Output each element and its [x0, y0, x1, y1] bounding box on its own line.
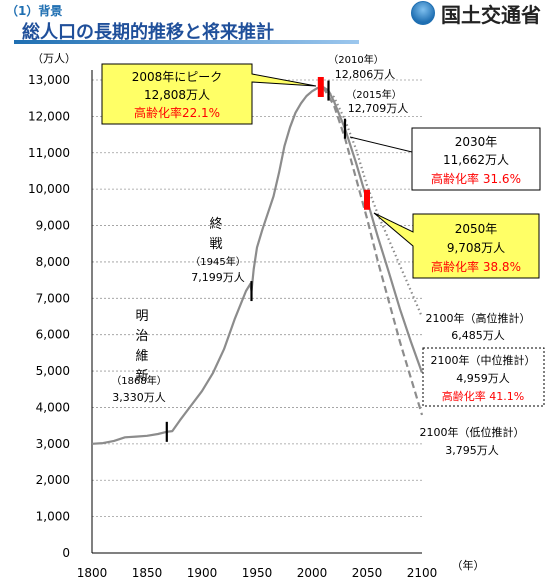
high-projection-line1: 2100年（高位推計）	[426, 311, 531, 325]
meiji-label-char: 明	[135, 309, 148, 324]
y-axis-label: （万人）	[32, 52, 76, 65]
y-tick-label: 5,000	[36, 364, 70, 378]
peak-callout-line1: 2008年にピーク	[132, 70, 223, 84]
x-tick-label: 2000	[297, 566, 328, 580]
value-2015-label: 12,709万人	[348, 102, 409, 115]
y-tick-label: 0	[62, 546, 70, 560]
ministry-emblem-icon	[411, 1, 435, 25]
x-axis-label: （年）	[452, 558, 485, 572]
title-underline	[14, 40, 359, 44]
y-tick-label: 7,000	[36, 291, 70, 305]
year-2015-label: （2015年）	[346, 88, 401, 101]
callout-2050-line3: 高齢化率 38.8%	[431, 259, 521, 274]
war-year: （1945年）	[190, 255, 245, 268]
x-tick-label: 1800	[77, 566, 108, 580]
y-tick-label: 4,000	[36, 400, 70, 414]
medium-projection-line3: 高齢化率 41.1%	[442, 389, 524, 403]
peak-callout-line3: 高齢化率22.1%	[134, 105, 220, 120]
y-tick-label: 9,000	[36, 219, 70, 233]
page-title: 総人口の長期的推移と将来推計	[22, 22, 274, 43]
x-tick-label: 2100	[407, 566, 438, 580]
marker-red	[317, 76, 324, 97]
ministry-logo: 国土交通省	[411, 0, 541, 27]
callout-2050-line2: 9,708万人	[447, 241, 505, 255]
x-tick-label: 2050	[352, 566, 383, 580]
medium-projection-line2: 4,959万人	[456, 372, 510, 385]
peak-callout-box	[101, 63, 317, 125]
y-tick-label: 2,000	[36, 473, 70, 487]
section-label: （1）背景	[6, 4, 63, 18]
war-label-char: 終	[209, 216, 222, 232]
x-tick-label: 1950	[242, 566, 273, 580]
callout-2030-pointer	[349, 136, 413, 153]
high-projection-line2: 6,485万人	[451, 329, 505, 342]
x-tick-label: 1850	[132, 566, 163, 580]
meiji-label-char: 維	[135, 349, 148, 364]
callout-2050-box	[373, 212, 540, 279]
series-line-high	[322, 86, 424, 318]
meiji-year: （1868年）	[111, 374, 166, 387]
value-2010-label: 12,806万人	[335, 68, 396, 81]
y-tick-label: 8,000	[36, 255, 70, 269]
low-projection-line2: 3,795万人	[445, 444, 499, 457]
callout-2030-line1: 2030年	[455, 135, 498, 149]
series-line-low	[322, 86, 424, 416]
y-tick-label: 6,000	[36, 328, 70, 342]
low-projection-line1: 2100年（低位推計）	[420, 425, 525, 439]
year-2010-label: （2010年）	[328, 53, 383, 66]
x-tick-label: 1900	[187, 566, 218, 580]
war-label-char: 戦	[209, 237, 222, 252]
y-tick-label: 3,000	[36, 437, 70, 451]
callout-2030-box	[411, 127, 541, 191]
meiji-label-char: 治	[135, 329, 148, 344]
callout-2030-line2: 11,662万人	[443, 153, 509, 167]
meiji-value: 3,330万人	[112, 391, 166, 404]
medium-projection-box	[422, 347, 545, 407]
medium-projection-line1: 2100年（中位推計）	[431, 353, 536, 367]
y-tick-label: 1,000	[36, 510, 70, 524]
y-tick-label: 10,000	[28, 182, 70, 196]
y-tick-label: 13,000	[28, 73, 70, 87]
callout-2050-line1: 2050年	[455, 222, 498, 236]
callout-2030-line3: 高齢化率 31.6%	[431, 171, 521, 186]
marker-red	[364, 189, 370, 210]
y-tick-label: 12,000	[28, 109, 70, 123]
peak-callout-line2: 12,808万人	[144, 88, 210, 102]
y-tick-label: 11,000	[28, 146, 70, 160]
ministry-name: 国土交通省	[441, 2, 541, 27]
meiji-label-char: 新	[135, 368, 148, 384]
war-value: 7,199万人	[191, 271, 245, 284]
